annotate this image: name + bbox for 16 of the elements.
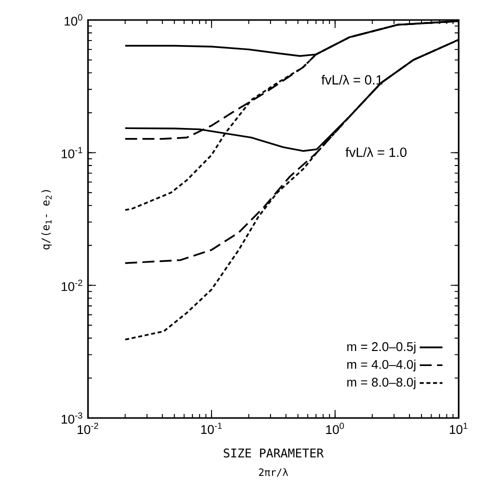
x-tick-label: 10$^{0}$ [326, 422, 344, 434]
legend-label: m = 2.0–0.5j [347, 342, 416, 354]
y-tick-label: 10$^{-1}$ [62, 147, 82, 158]
legend-label: m = 4.0–4.0j [347, 360, 416, 372]
annotation: fvL/λ = 0.1 [321, 74, 382, 85]
y-axis-title: q/(e$_{1}$- e$_{2}$) [41, 190, 52, 250]
y-tick-label: 10$^{-3}$ [62, 412, 82, 424]
annotation: fvL/λ = 1.0 [346, 147, 406, 158]
x-axis-title: SIZE PARAMETER [224, 448, 324, 458]
y-tick-label: 10$^{-2}$ [62, 280, 82, 292]
text: 2πr/λ [259, 468, 288, 477]
legend-label: m = 8.0–8.0j [347, 377, 416, 390]
x-tick-label: 10$^{-1}$ [201, 422, 222, 434]
y-tick-label: 10$^{0}$ [64, 14, 82, 26]
x-tick-label: 10$^{1}$ [450, 422, 468, 434]
x-tick-label: 10$^{-2}$ [78, 422, 98, 434]
